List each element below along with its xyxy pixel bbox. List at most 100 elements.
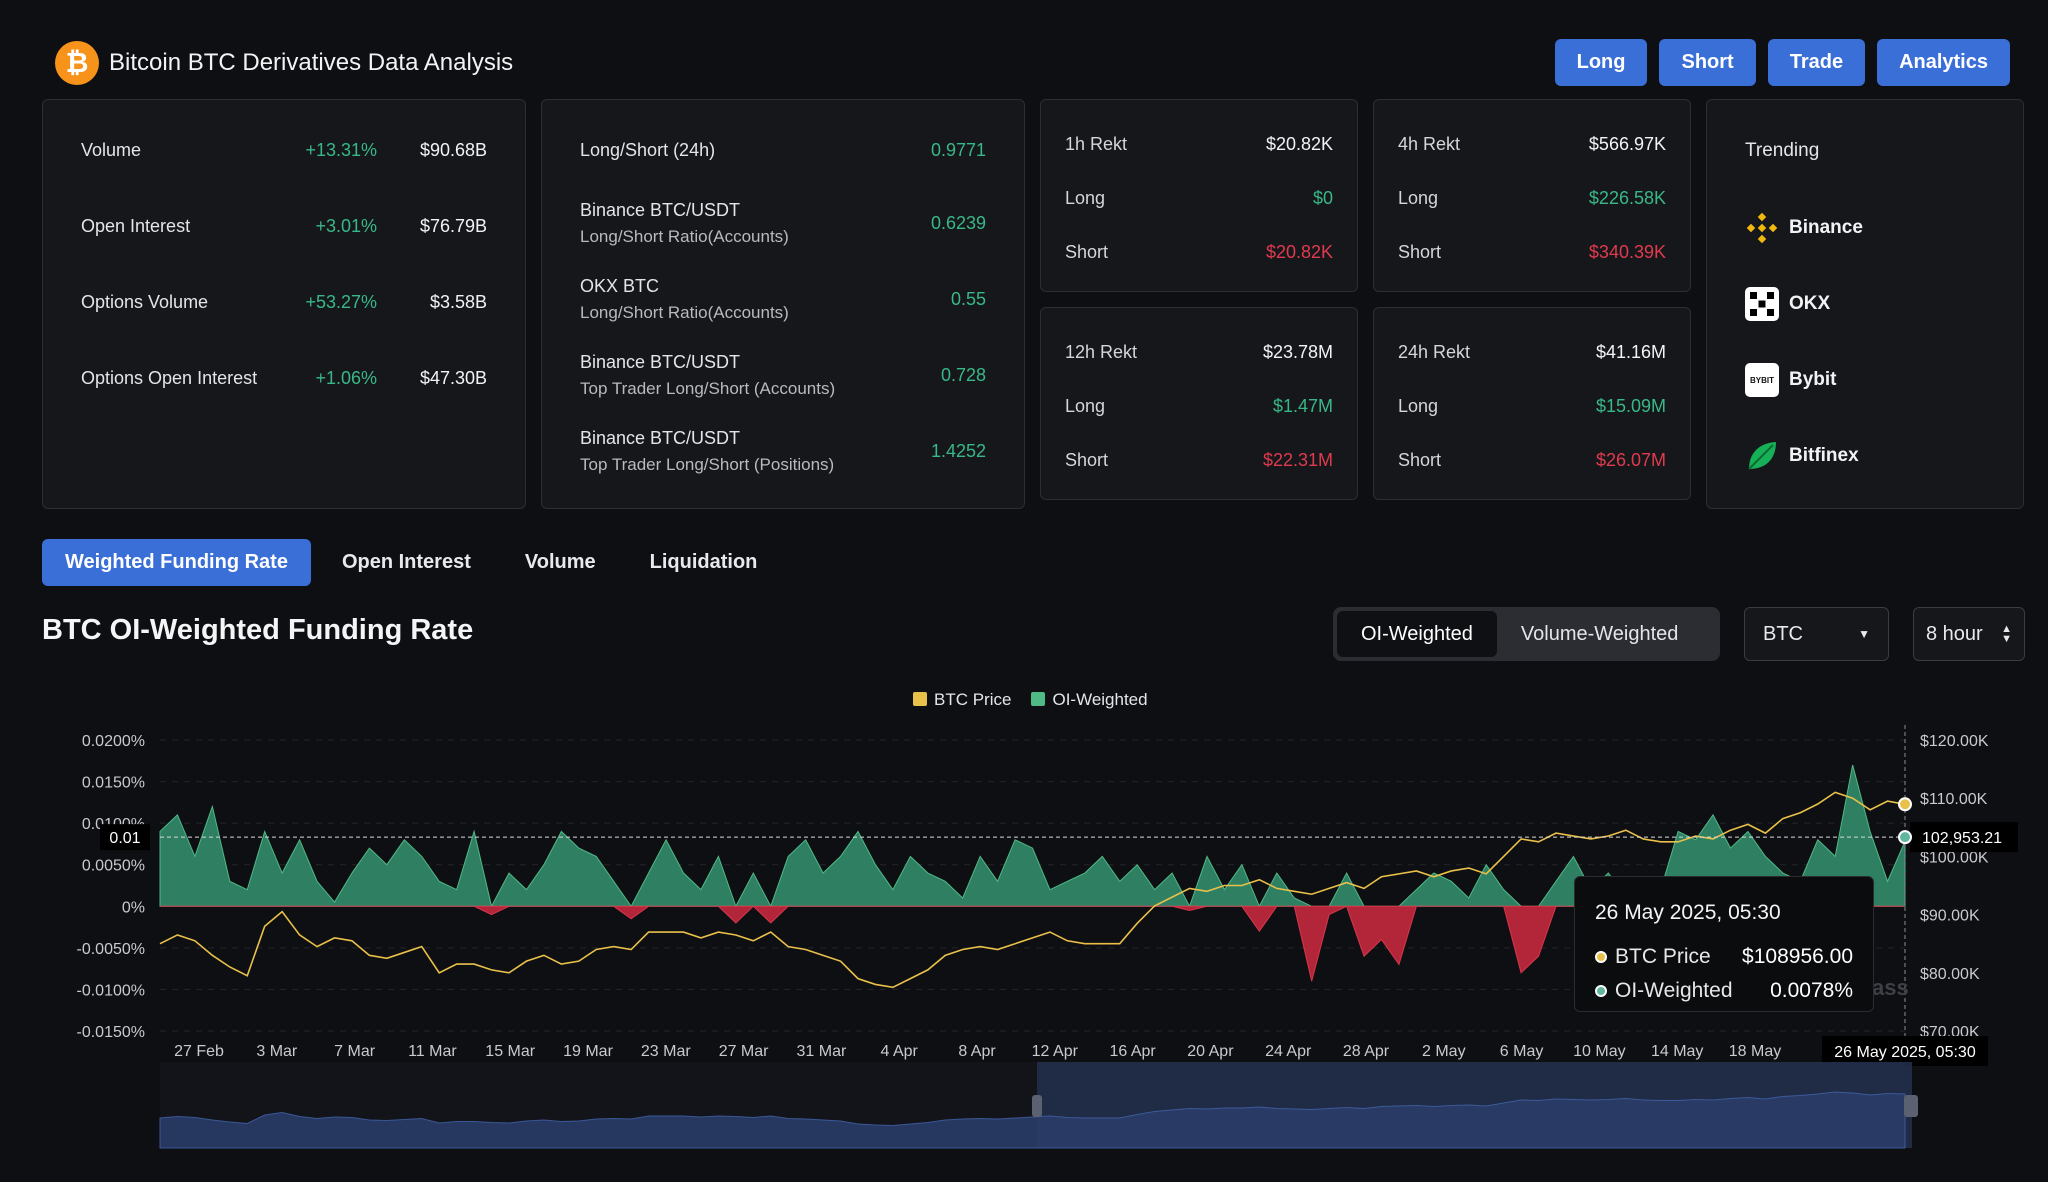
y-tick-label: -0.0150% xyxy=(77,1024,146,1041)
x-tick-label: 18 May xyxy=(1729,1043,1781,1060)
ratio-value: 0.9771 xyxy=(930,140,986,160)
trade-button[interactable]: Trade xyxy=(1767,39,1866,86)
tooltip-dot xyxy=(1595,985,1607,997)
header-actions: Long Short Trade Analytics xyxy=(1554,39,2010,86)
trending-item-okx[interactable]: OKX xyxy=(1745,287,1830,321)
watermark-text: ass xyxy=(1872,975,1909,1000)
zoom-handle-left xyxy=(1032,1095,1042,1117)
rekt-total: $566.97K xyxy=(1588,134,1666,154)
ratio-label: OKX BTC xyxy=(580,276,660,296)
y-tick-label: 0.0150% xyxy=(82,775,145,792)
rekt-short-label: Short xyxy=(1065,450,1109,470)
btc-price-marker xyxy=(1898,797,1912,812)
x-tick-label: 27 Feb xyxy=(174,1043,224,1060)
rekt-short-value: $20.82K xyxy=(1265,242,1333,262)
legend-item-oi-weighted[interactable]: OI-Weighted xyxy=(1031,690,1148,710)
rekt-label: 4h Rekt xyxy=(1398,134,1461,154)
x-tick-label: 19 Mar xyxy=(563,1043,613,1060)
crosshair-right-label-bg xyxy=(1910,822,2018,853)
analytics-button[interactable]: Analytics xyxy=(1877,39,2010,86)
rekt-label: 1h Rekt xyxy=(1065,134,1128,154)
legend-swatch xyxy=(913,692,927,706)
long-button[interactable]: Long xyxy=(1554,39,1648,86)
rekt-long-label: Long xyxy=(1398,188,1439,208)
rekt-long-value: $0 xyxy=(1312,188,1333,208)
ratio-row: OKX BTC Long/Short Ratio(Accounts) 0.55 xyxy=(580,276,986,323)
x-tick-label: 12 Apr xyxy=(1032,1043,1079,1060)
tooltip-dot xyxy=(1595,951,1607,963)
rekt-12h-card: 12h Rekt $23.78M Long $1.47M Short $22.31M xyxy=(1040,307,1358,500)
oi-weighted-option[interactable]: OI-Weighted xyxy=(1337,611,1497,657)
ratio-row: Long/Short (24h) 0.9771 xyxy=(580,140,986,161)
tab-liquidation[interactable]: Liquidation xyxy=(649,551,758,573)
bybit-icon: BYBIT xyxy=(1745,363,1779,397)
rekt-4h-card: 4h Rekt $566.97K Long $226.58K Short $340.3… xyxy=(1373,99,1691,292)
rekt-long-label: Long xyxy=(1065,396,1106,416)
tooltip-title: 26 May 2025, 05:30 xyxy=(1595,901,1781,924)
short-button[interactable]: Short xyxy=(1659,39,1756,86)
stat-value: $76.79B xyxy=(419,216,487,236)
y-right-tick-label: $120.00K xyxy=(1920,733,1989,750)
sort-updown-icon: ▲ ▼ xyxy=(2001,623,2012,645)
ratio-label: Long/Short (24h) xyxy=(580,140,716,160)
y-right-tick-label: $90.00K xyxy=(1920,908,1980,925)
rekt-total: $41.16M xyxy=(1595,342,1666,362)
ratio-value: 0.6239 xyxy=(930,213,986,233)
stat-change: +53.27% xyxy=(305,292,377,312)
volume-weighted-option[interactable]: Volume-Weighted xyxy=(1520,622,1679,645)
rekt-short-value: $26.07M xyxy=(1595,450,1666,470)
stat-value: $90.68B xyxy=(419,140,487,160)
y-tick-label: 0.0050% xyxy=(82,858,145,875)
y-tick-label: -0.0100% xyxy=(77,982,146,999)
tab-volume[interactable]: Volume xyxy=(524,551,596,573)
stat-row: Options Open Interest +1.06% $47.30B xyxy=(81,368,487,389)
ratio-sublabel: Long/Short Ratio(Accounts) xyxy=(580,227,789,246)
y-right-tick-label: $110.00K xyxy=(1920,791,1988,808)
trending-name: Bybit xyxy=(1789,369,1837,390)
long-short-ratio-card: Long/Short (24h) 0.9771 Binance BTC/USDT… xyxy=(541,99,1025,509)
trending-item-binance[interactable]: Binance xyxy=(1745,211,1863,245)
chart-legend: BTC Price OI-Weighted xyxy=(913,690,1148,710)
ratio-sublabel: Long/Short Ratio(Accounts) xyxy=(580,303,789,322)
tooltip-value: $108956.00 xyxy=(1742,945,1853,968)
rekt-24h-card: 24h Rekt $41.16M Long $15.09M Short $26.07M xyxy=(1373,307,1691,500)
caret-down-icon: ▼ xyxy=(1858,627,1870,641)
tab-open-interest[interactable]: Open Interest xyxy=(341,551,471,573)
ratio-label: Binance BTC/USDT xyxy=(580,352,741,372)
trending-title: Trending xyxy=(1745,140,1820,161)
trending-name: Bitfinex xyxy=(1789,445,1859,466)
tab-weighted-funding-rate[interactable]: Weighted Funding Rate xyxy=(42,539,311,586)
trending-item-bybit[interactable]: BYBIT Bybit xyxy=(1745,363,1837,397)
x-tick-label: 2 May xyxy=(1422,1043,1466,1060)
zoom-handle-right xyxy=(1904,1095,1918,1117)
stat-label: Open Interest xyxy=(81,216,191,236)
x-tick-label: 11 Mar xyxy=(408,1043,457,1060)
x-tick-label: 8 Apr xyxy=(958,1043,996,1060)
coin-select[interactable]: BTC ▼ xyxy=(1744,607,1889,661)
crosshair-left-label: 0.01 xyxy=(109,830,140,847)
ratio-row: Binance BTC/USDT Top Trader Long/Short (P… xyxy=(580,428,986,475)
trending-name: Binance xyxy=(1789,217,1863,238)
x-tick-label: 15 Mar xyxy=(485,1043,535,1060)
trending-item-bitfinex[interactable]: Bitfinex xyxy=(1745,439,1859,473)
rekt-short-label: Short xyxy=(1065,242,1109,262)
x-tick-label: 28 Apr xyxy=(1343,1043,1390,1060)
binance-icon xyxy=(1745,211,1779,245)
app-header: ₿ Bitcoin BTC Derivatives Data Analysis … xyxy=(55,39,2010,86)
crosshair-right-label: 102,953.21 xyxy=(1922,830,2002,847)
okx-icon xyxy=(1745,287,1779,321)
ratio-value: 0.55 xyxy=(950,289,986,309)
ratio-label: Binance BTC/USDT xyxy=(580,428,741,448)
crosshair-left-label-bg xyxy=(100,824,150,851)
funding-rate-chart[interactable]: 0.0200%0.0150%0.0100%0.0050%0%-0.0050%-0… xyxy=(0,720,2048,1182)
rekt-total: $20.82K xyxy=(1265,134,1333,154)
chart-tooltip: 26 May 2025, 05:30 BTC Price $108956.00 … xyxy=(1574,876,1874,1012)
legend-item-btc-price[interactable]: BTC Price xyxy=(913,690,1011,710)
stat-row: Open Interest +3.01% $76.79B xyxy=(81,216,487,237)
stat-label: Options Open Interest xyxy=(81,368,258,388)
x-tick-label: 4 Apr xyxy=(881,1043,919,1060)
x-tick-label: 20 Apr xyxy=(1187,1043,1234,1060)
zoom-price-area xyxy=(159,1091,1906,1149)
ratio-row: Binance BTC/USDT Long/Short Ratio(Account… xyxy=(580,200,986,247)
interval-select[interactable]: 8 hour ▲ ▼ xyxy=(1913,607,2025,661)
